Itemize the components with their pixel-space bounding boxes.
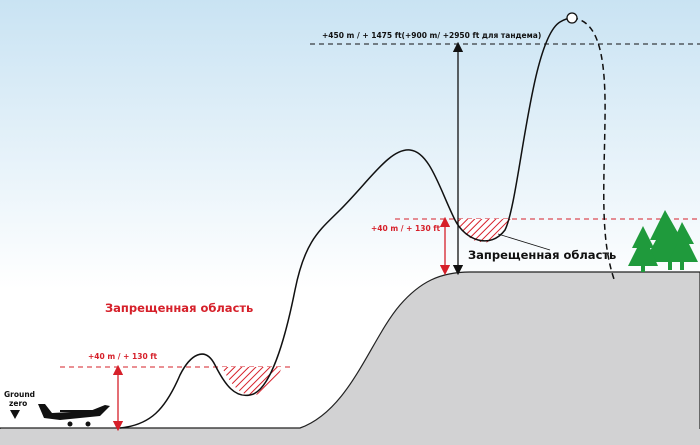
forbidden-label: Запрещенная область bbox=[105, 301, 253, 315]
ground-zero-label: Ground bbox=[4, 390, 35, 399]
forbidden-label: Запрещенная область bbox=[468, 248, 616, 262]
trees bbox=[628, 210, 698, 272]
margin-label: +40 m / + 130 ft bbox=[371, 224, 441, 233]
plane bbox=[38, 404, 110, 427]
ground-strip bbox=[0, 429, 700, 445]
flight-path bbox=[119, 17, 573, 429]
flight-path-dashed bbox=[571, 17, 616, 283]
forbidden-zone bbox=[222, 367, 282, 396]
max-altitude-label: +450 m / + 1475 ft(+900 m/ +2950 ft для … bbox=[322, 31, 541, 40]
leader-line bbox=[497, 233, 551, 251]
ground-zero-label: zero bbox=[9, 399, 27, 408]
margin-label: +40 m / + 130 ft bbox=[88, 352, 158, 361]
ground-marker bbox=[10, 410, 20, 419]
apex-point bbox=[566, 12, 578, 24]
ground bbox=[0, 271, 700, 445]
